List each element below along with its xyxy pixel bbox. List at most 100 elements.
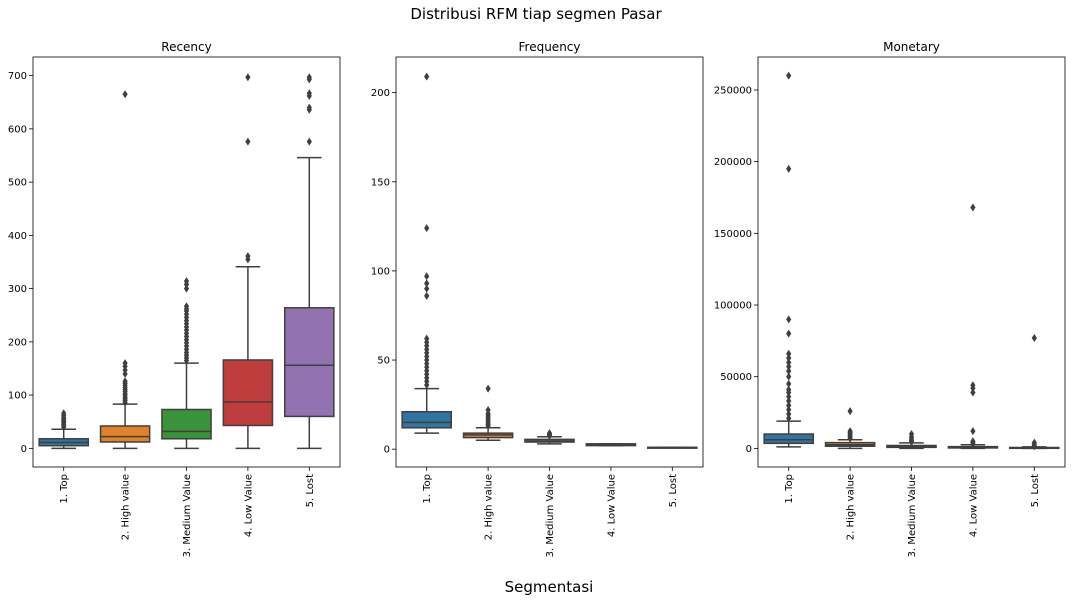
outlier-point [183,284,190,293]
outlier-point [424,284,430,293]
outlier-point [970,203,976,212]
y-tick-label: 50000 [720,372,752,383]
panel-title: Recency [161,40,211,54]
x-tick-label: 5. Lost [1030,474,1041,507]
y-tick-label: 300 [8,284,27,295]
outlier-point [424,272,430,281]
panel-0: Recency 0 100 200 300 400 500 600 700 1. Top 2. Hi… [8,40,341,557]
y-tick-label: 100 [8,391,27,402]
panel-1: Frequency 0 50 100 150 200 1. Top 2. High value… [371,40,704,557]
outlier-point [786,379,792,388]
y-tick-label: 200 [8,337,27,348]
figure-title: Distribusi RFM tiap segmen Pasar [410,5,662,23]
outlier-point [61,409,67,418]
outlier-point [306,73,312,82]
axes-frame [32,56,341,468]
outlier-point [786,366,792,375]
outlier-point [122,377,128,386]
box-2 [824,407,876,450]
outlier-point [424,72,430,81]
outlier-point [245,252,251,261]
box-iqr [283,307,335,418]
y-tick-label: 200 [371,88,390,99]
outlier-point [306,103,312,112]
outlier-point [786,401,792,410]
outlier-point [970,427,976,436]
outlier-point [424,291,430,300]
axes-frame [757,56,1066,468]
panel-2: Monetary 0 50000 100000 150000 200000 250000 1.… [714,40,1066,557]
box-5 [1008,333,1060,451]
box-iqr [222,359,274,427]
outlier-point [786,354,792,363]
y-tick-label: 150 [371,177,390,188]
outlier-point [306,89,312,98]
outlier-point [122,90,128,99]
outlier-point [847,427,853,436]
outlier-point [786,385,792,394]
x-tick-label: 1. Top [422,474,433,504]
outlier-point [786,414,792,423]
x-tick-label: 1. Top [784,474,795,504]
box-1 [763,71,815,448]
box-iqr [401,410,453,429]
box-3 [161,277,212,450]
y-tick-label: 0 [21,444,27,455]
outlier-point [1031,333,1037,342]
box-5 [646,446,698,449]
outlier-point [306,137,312,146]
outlier-point [786,315,792,324]
outlier-point [970,381,976,390]
outlier-point [485,405,491,414]
outlier-point [786,164,792,173]
box-2 [462,384,514,442]
outlier-point [1031,438,1037,447]
figure-x-label: Segmentasi [505,578,594,596]
outlier-point [786,362,792,371]
outlier-point [847,407,853,416]
x-tick-label: 2. High value [121,474,132,540]
x-tick-label: 2. High value [484,474,495,540]
x-tick-label: 5. Lost [305,474,316,507]
outlier-point [485,384,491,393]
outlier-point [786,397,792,406]
outlier-point [122,359,128,368]
box-iqr [763,433,815,445]
panel-title: Monetary [883,40,940,54]
outlier-point [546,429,553,438]
box-4 [947,203,999,450]
box-4 [222,73,274,450]
outlier-point [786,372,792,381]
box-3 [886,430,937,450]
outlier-point [424,224,430,233]
outlier-point [970,437,976,446]
y-tick-label: 100 [371,266,390,277]
box-iqr [99,425,151,443]
box-5 [283,73,335,450]
outlier-point [908,430,915,439]
x-tick-label: 5. Lost [668,474,679,507]
outlier-point [786,358,792,367]
y-tick-label: 150000 [714,229,752,240]
y-tick-label: 250000 [714,85,752,96]
outlier-point [786,349,792,358]
panel-title: Frequency [519,40,581,54]
outlier-point [786,409,792,418]
box-1 [38,409,90,450]
y-tick-label: 0 [384,445,390,456]
box-4 [585,443,637,447]
box-1 [401,72,453,434]
outlier-point [245,137,251,146]
outlier-point [245,73,251,82]
y-tick-label: 0 [746,444,752,455]
y-tick-label: 400 [8,231,27,242]
y-tick-label: 100000 [714,301,752,312]
x-tick-label: 3. Medium Value [545,474,556,557]
axes-frame [395,56,704,468]
outlier-point [183,277,190,286]
x-tick-label: 3. Medium Value [182,474,193,557]
x-tick-label: 4. Low Value [243,474,254,537]
outlier-point [786,329,792,338]
